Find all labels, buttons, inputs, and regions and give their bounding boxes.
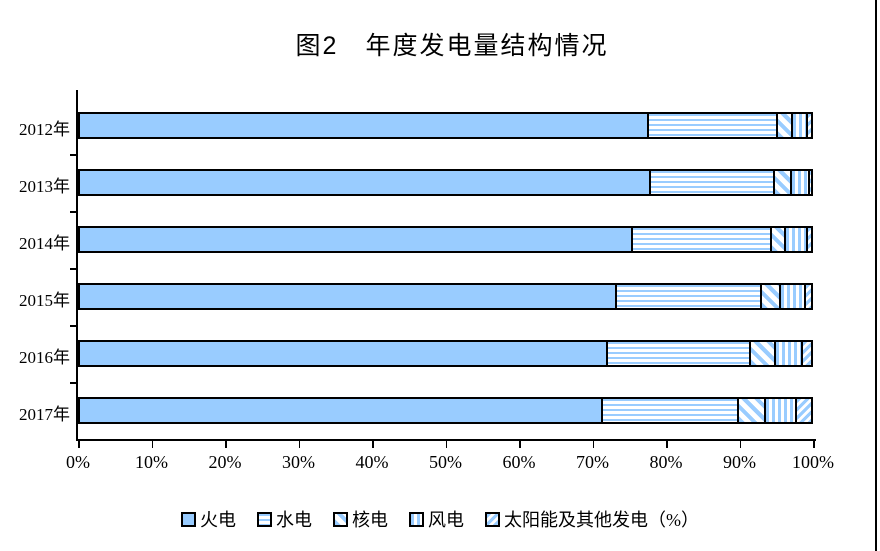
x-axis-line bbox=[76, 439, 816, 441]
x-axis-tick bbox=[78, 441, 80, 448]
x-axis-tick-label: 70% bbox=[576, 452, 609, 472]
y-axis-tick bbox=[70, 211, 77, 213]
x-axis-tick bbox=[592, 441, 594, 448]
x-axis-tick-label: 90% bbox=[723, 452, 756, 472]
bar-segment-diag-fwd bbox=[802, 342, 811, 365]
legend-label: 风电 bbox=[428, 510, 464, 530]
bar-segment-diag-fwd bbox=[808, 228, 811, 251]
bar-segment-solid bbox=[80, 228, 634, 251]
legend: 火电 水电 核电 风电 太阳能及其他发电（%） bbox=[0, 506, 880, 532]
legend-swatch-hlines bbox=[257, 511, 272, 527]
legend-swatch-solid bbox=[181, 511, 196, 527]
legend-label: 核电 bbox=[352, 510, 388, 530]
plot-area bbox=[78, 97, 813, 439]
bar-segment-vlines bbox=[792, 114, 809, 137]
x-axis-tick bbox=[372, 441, 374, 448]
bar-segment-diag-back bbox=[775, 171, 792, 194]
bar-segment-diag-back bbox=[762, 285, 782, 308]
y-axis-label-2017: 2017年 bbox=[19, 405, 70, 424]
bar-segment-vlines bbox=[775, 342, 803, 365]
stacked-bar-2016 bbox=[78, 340, 813, 367]
bar-segment-diag-fwd bbox=[797, 399, 811, 422]
bar-segment-vlines bbox=[766, 399, 798, 422]
bar-segment-solid bbox=[80, 342, 608, 365]
x-axis-tick-label: 10% bbox=[135, 452, 168, 472]
y-axis-label-2012: 2012年 bbox=[19, 120, 70, 139]
bar-segment-diag-fwd bbox=[808, 114, 811, 137]
x-axis-tick bbox=[519, 441, 521, 448]
x-axis-tick-label: 80% bbox=[649, 452, 683, 472]
bar-segment-diag-fwd bbox=[809, 171, 811, 194]
stacked-bar-2012 bbox=[78, 112, 813, 139]
legend-item-diag-back: 核电 bbox=[333, 506, 388, 532]
bar-segment-solid bbox=[80, 171, 651, 194]
bar-segment-vlines bbox=[791, 171, 810, 194]
x-axis-tick bbox=[298, 441, 300, 448]
bar-segment-diag-back bbox=[739, 399, 767, 422]
y-axis-label-2016: 2016年 bbox=[19, 348, 70, 367]
x-axis-tick-label: 0% bbox=[66, 452, 90, 472]
x-axis-tick-label: 30% bbox=[282, 452, 315, 472]
bar-segment-hlines bbox=[607, 342, 752, 365]
bar-segment-diag-fwd bbox=[805, 285, 811, 308]
y-axis-tick bbox=[70, 382, 77, 384]
legend-swatch-diag-fwd bbox=[485, 511, 500, 527]
bar-segment-hlines bbox=[650, 171, 776, 194]
y-axis-tick bbox=[70, 268, 77, 270]
x-axis-tick bbox=[666, 441, 668, 448]
bar-segment-hlines bbox=[633, 228, 772, 251]
bar-segment-hlines bbox=[602, 399, 740, 422]
bar-segment-solid bbox=[80, 399, 603, 422]
legend-label: 水电 bbox=[276, 510, 312, 530]
bar-segment-hlines bbox=[616, 285, 763, 308]
bar-segment-vlines bbox=[781, 285, 806, 308]
x-axis-tick-label: 60% bbox=[502, 452, 536, 472]
x-axis-tick-label: 20% bbox=[208, 452, 242, 472]
x-axis-tick-label: 40% bbox=[355, 452, 389, 472]
bar-segment-solid bbox=[80, 114, 649, 137]
legend-item-vlines: 风电 bbox=[409, 506, 464, 532]
y-axis-line bbox=[76, 90, 78, 441]
bar-segment-diag-back bbox=[771, 228, 787, 251]
legend-item-diag-fwd: 太阳能及其他发电（%） bbox=[485, 506, 699, 532]
legend-label: 火电 bbox=[200, 510, 236, 530]
legend-item-hlines: 水电 bbox=[257, 506, 312, 532]
chart-title: 图2 年度发电量结构情况 bbox=[295, 32, 609, 60]
stacked-bar-2017 bbox=[78, 397, 813, 424]
bar-segment-hlines bbox=[648, 114, 779, 137]
y-axis-label-2015: 2015年 bbox=[19, 291, 70, 310]
bar-segment-diag-back bbox=[778, 114, 793, 137]
x-axis-tick bbox=[151, 441, 153, 448]
x-axis-tick bbox=[445, 441, 447, 448]
y-axis-tick bbox=[70, 325, 77, 327]
bar-segment-diag-back bbox=[751, 342, 776, 365]
stacked-bar-2015 bbox=[78, 283, 813, 310]
legend-swatch-vlines bbox=[409, 511, 424, 527]
x-axis-tick-label: 50% bbox=[429, 452, 462, 472]
bar-segment-solid bbox=[80, 285, 617, 308]
legend-item-solid: 火电 bbox=[181, 506, 236, 532]
x-axis-tick bbox=[739, 441, 741, 448]
bar-segment-vlines bbox=[786, 228, 809, 251]
x-axis-tick-label: 100% bbox=[792, 452, 834, 472]
legend-swatch-diag-back bbox=[333, 511, 348, 527]
stacked-bar-2013 bbox=[78, 169, 813, 196]
legend-label: 太阳能及其他发电（%） bbox=[504, 510, 699, 530]
x-axis-tick bbox=[225, 441, 227, 448]
y-axis-label-2013: 2013年 bbox=[19, 177, 70, 196]
y-axis-tick bbox=[70, 154, 77, 156]
page-right-border-line bbox=[875, 0, 877, 551]
y-axis-label-2014: 2014年 bbox=[19, 234, 70, 253]
stacked-bar-2014 bbox=[78, 226, 813, 253]
x-axis-tick bbox=[813, 441, 815, 448]
